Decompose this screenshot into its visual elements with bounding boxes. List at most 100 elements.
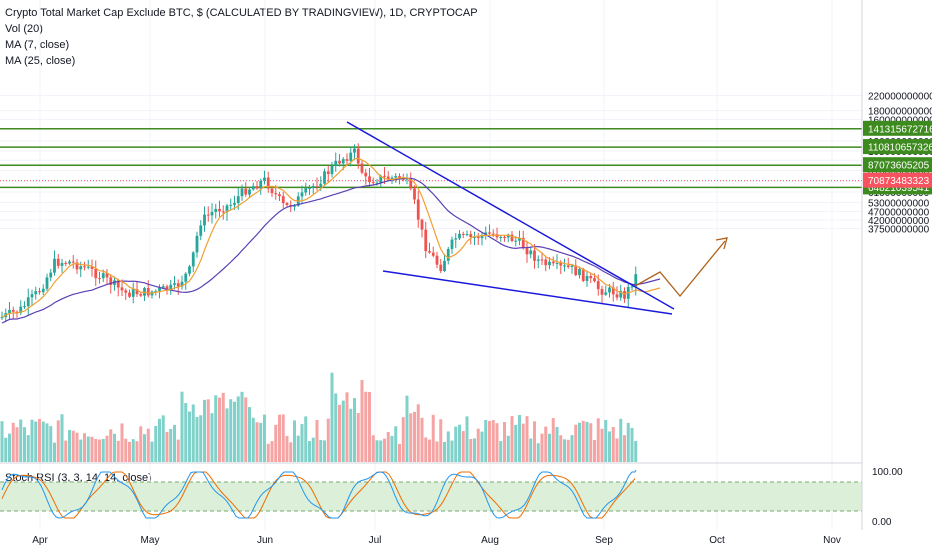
volume-bar [173,425,176,462]
candle-body [379,175,383,183]
last-price-label: 70873483323 [868,176,930,187]
volume-bar [413,411,416,462]
rsi-band [0,482,862,511]
volume-bar [68,429,71,462]
candle-body [263,177,266,182]
volume-bar [195,417,199,462]
candle-body [120,287,124,291]
volume-bar [248,407,251,462]
volume-bar [255,422,259,462]
candle-body [454,238,458,240]
volume-bar [604,420,608,462]
volume-bar [75,432,79,462]
candle-body [518,237,521,241]
candle-body [60,263,64,266]
candle-body [240,188,244,197]
arrow-head [715,237,728,250]
candle-body [488,232,491,234]
volume-bar [259,422,263,462]
volume-bar [559,435,563,462]
candle-body [270,188,274,194]
volume-bar [199,415,203,462]
volume-bar [23,427,26,462]
volume-bar [285,436,289,462]
volume-bar [548,433,551,462]
candle-body [311,185,315,188]
volume-bar [15,427,19,462]
candle-body [420,219,424,230]
candle-body [281,196,285,204]
volume-bar [439,419,443,462]
candle-body [293,205,296,207]
volume-bar [409,413,413,462]
volume-bar [120,423,124,462]
legend-ma7[interactable]: MA (7, close) [5,39,70,51]
volume-bar [180,391,184,462]
candle-body [581,268,585,281]
price-tick-label: 47000000000 [868,208,930,219]
candle-body [146,288,150,296]
candle-body [446,248,450,261]
volume-bar [263,414,266,462]
candle-body [529,250,533,255]
rsi-k-line [1,469,637,519]
volume-bar [465,416,469,462]
volume-bar [338,404,341,462]
volume-bar [101,438,105,462]
volume-bar [473,438,476,462]
volume-bar [555,426,559,462]
candle-body [398,176,401,179]
candle-body [124,290,128,293]
candle-body [188,266,191,274]
price-tick-label: 220000000000 [868,92,932,103]
last-price-tag [863,172,932,188]
volume-bar [536,443,540,462]
volume-bar [390,435,394,462]
candle-body [34,291,38,295]
candle-body [480,235,484,239]
volume-bar [233,401,236,462]
volume-bar [98,439,101,462]
volume-bar [585,421,589,462]
volume-bar [600,428,604,462]
candle-body [259,181,263,189]
level-tag [863,139,932,155]
legend-vol[interactable]: Vol (20) [5,23,43,35]
volume-bar [353,398,356,462]
candle-body [536,259,540,261]
candle-body [68,261,71,264]
volume-bar [454,426,458,462]
volume-bar [274,424,278,462]
candle-body [176,283,180,287]
candle-body [191,252,195,267]
volume-bar [83,433,86,462]
volume-bar [26,435,30,462]
price-tick-label: 37500000000 [868,225,930,236]
volume-bar [38,418,41,462]
volume-bar [443,441,446,462]
volume-bar [311,437,315,462]
candle-body [0,317,4,319]
candle-body [371,182,375,184]
volume-bar [53,442,56,462]
candle-body [416,199,420,220]
candle-body [368,176,371,183]
volume-bar [60,414,64,462]
candle-body [630,286,634,288]
time-axis-label: Apr [32,535,48,546]
volume-bar [401,417,405,462]
candle-body [604,292,608,295]
ma7-line [1,157,661,318]
volume-bar [424,437,428,462]
candle-body [461,233,465,235]
volume-bar [315,420,319,462]
candle-body [26,297,30,307]
time-axis-label: Jun [257,535,273,546]
volume-bar [394,426,398,462]
volume-bar [458,424,461,462]
time-axis-label: Sep [595,535,613,546]
volume-bar [525,416,529,462]
time-axis-label: May [141,535,160,546]
level-tag [863,120,932,136]
